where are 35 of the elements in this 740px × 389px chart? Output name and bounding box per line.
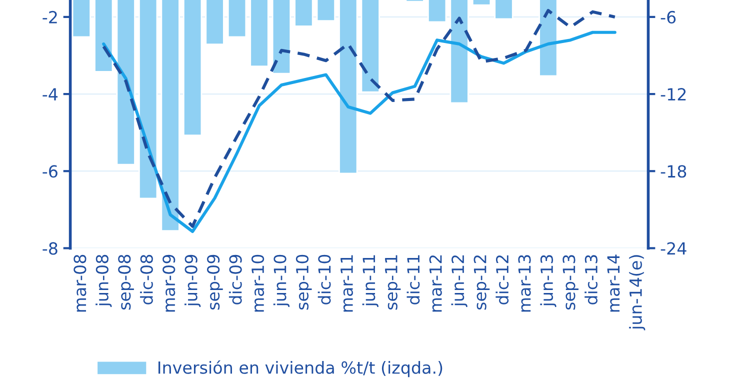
x-tick-label: jun-08 — [96, 254, 112, 308]
x-tick-label: jun-10 — [273, 254, 290, 308]
x-tick-label: sep-09 — [207, 254, 223, 310]
x-tick-label: mar-08 — [74, 254, 86, 312]
y-tick-label: -6 — [42, 165, 58, 178]
x-tick-label: dic-11 — [406, 255, 420, 304]
x-tick-label: sep-12 — [474, 255, 490, 310]
x-tick-label: mar-10 — [251, 254, 264, 312]
y2-tick-label: -6 — [660, 10, 676, 24]
y2-tick-label: -12 — [660, 88, 686, 100]
x-tick-label: jun-13 — [540, 255, 556, 308]
x-tick-label: dic-09 — [228, 254, 242, 304]
x-tick-label: mar-11 — [340, 255, 353, 312]
x-tick-label: jun-11 — [362, 255, 378, 308]
x-tick-label: mar-13 — [518, 255, 531, 312]
x-tick-label: dic-12 — [496, 255, 509, 304]
legend-label: Inversión en vivienda %t/t (izqda.) — [158, 360, 442, 378]
x-tick-label: dic-10 — [318, 254, 331, 304]
x-tick-label: sep-11 — [385, 255, 401, 310]
x-tick-label: mar-12 — [429, 255, 442, 312]
x-tick-label: sep-10 — [296, 254, 312, 310]
x-tick-label: jun-09 — [184, 254, 201, 308]
x-tick-label: sep-13 — [562, 255, 579, 310]
x-tick-label: mar-09 — [162, 254, 176, 312]
x-tick-label: jun-12 — [451, 255, 468, 308]
x-tick-label: dic-13 — [584, 255, 598, 304]
x-tick-label: mar-14 — [607, 254, 620, 312]
x-tick-label: dic-08 — [140, 254, 153, 304]
y-tick-label: -2 — [42, 10, 57, 24]
y-tick-label: -4 — [42, 88, 58, 100]
y2-tick-label: -24 — [660, 242, 686, 255]
y2-tick-label: -18 — [660, 165, 686, 178]
x-tick-label: jun-14(e) — [629, 255, 646, 330]
y-tick-label: -8 — [42, 242, 58, 255]
x-tick-label: sep-08 — [118, 254, 134, 310]
